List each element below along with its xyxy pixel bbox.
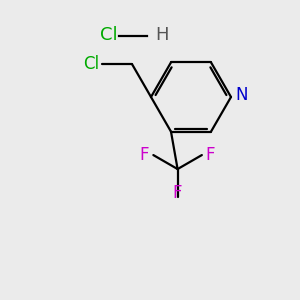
Text: H: H bbox=[155, 26, 169, 44]
Text: Cl: Cl bbox=[100, 26, 118, 44]
Text: F: F bbox=[206, 146, 215, 164]
Text: F: F bbox=[173, 184, 182, 202]
Text: N: N bbox=[235, 86, 247, 104]
Text: Cl: Cl bbox=[83, 55, 99, 73]
Text: F: F bbox=[140, 146, 149, 164]
